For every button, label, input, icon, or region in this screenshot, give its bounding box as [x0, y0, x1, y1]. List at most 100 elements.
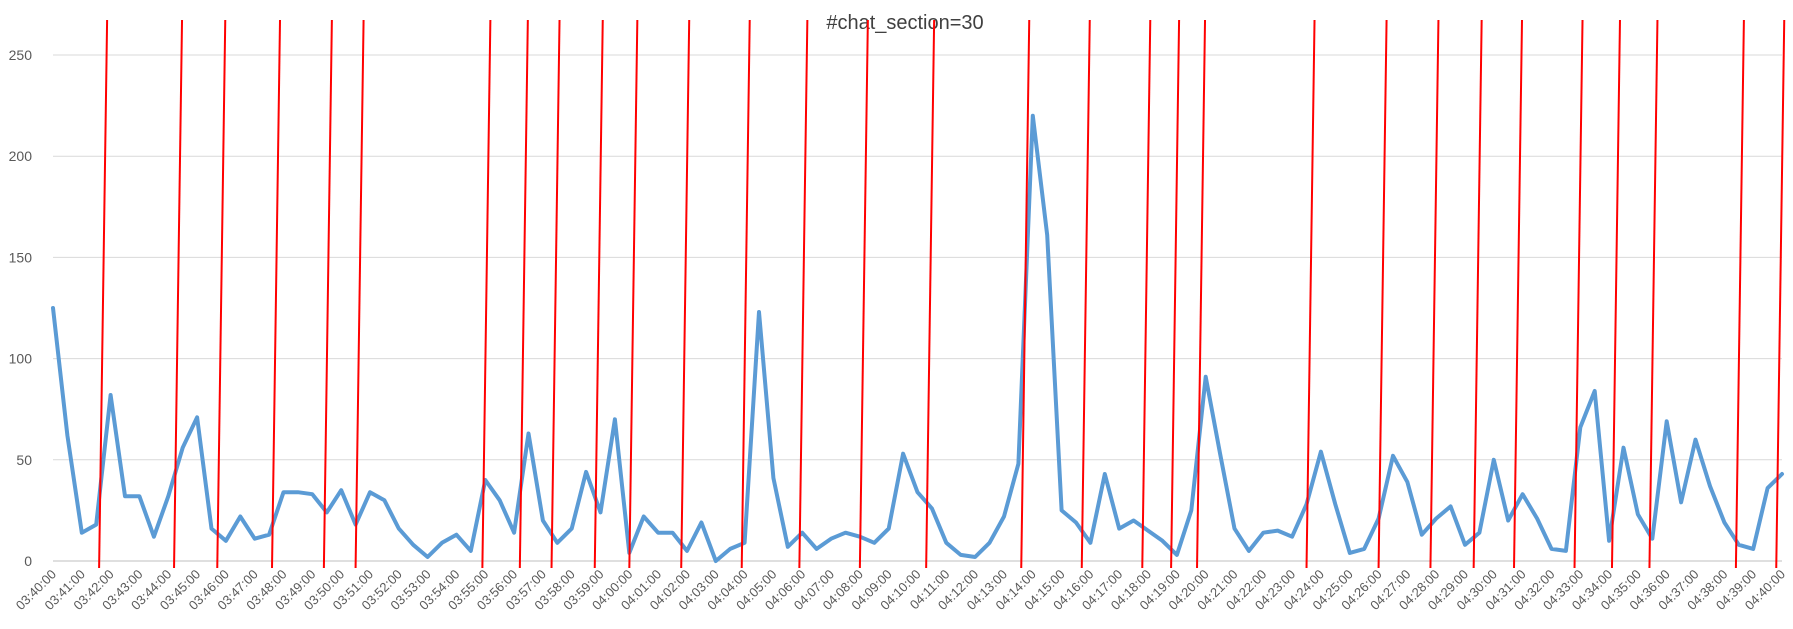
- data-point: [224, 539, 228, 543]
- vertical-marker: [628, 19, 639, 569]
- data-point: [1578, 425, 1582, 429]
- data-point: [613, 417, 617, 421]
- vertical-marker: [1775, 19, 1786, 569]
- vertical-marker: [1305, 19, 1316, 569]
- data-point: [1477, 531, 1481, 535]
- data-point: [282, 490, 286, 494]
- data-point: [1031, 114, 1035, 118]
- data-point: [771, 476, 775, 480]
- data-point: [209, 527, 213, 531]
- data-point: [426, 555, 430, 559]
- data-point: [555, 541, 559, 545]
- data-point: [829, 537, 833, 541]
- data-point: [1146, 529, 1150, 533]
- grid-lines: [53, 54, 1782, 461]
- data-point: [1463, 543, 1467, 547]
- data-point: [469, 549, 473, 553]
- data-point: [757, 310, 761, 314]
- vertical-marker: [1610, 19, 1621, 569]
- y-tick-label-100: 100: [9, 351, 33, 367]
- data-point: [728, 547, 732, 551]
- data-point: [1160, 539, 1164, 543]
- data-point: [512, 531, 516, 535]
- data-point: [887, 527, 891, 531]
- data-point: [1045, 233, 1049, 237]
- data-point: [1362, 547, 1366, 551]
- data-point: [671, 531, 675, 535]
- data-point: [1650, 537, 1654, 541]
- data-point: [1751, 547, 1755, 551]
- data-point: [872, 541, 876, 545]
- data-point: [526, 431, 530, 435]
- data-point: [498, 498, 502, 502]
- data-point: [152, 535, 156, 539]
- data-point: [166, 494, 170, 498]
- data-point: [51, 306, 55, 310]
- vertical-marker: [216, 19, 227, 569]
- data-point: [1593, 389, 1597, 393]
- data-point: [743, 541, 747, 545]
- vertical-marker: [1377, 19, 1388, 569]
- data-point: [1132, 519, 1136, 523]
- data-point: [253, 537, 257, 541]
- data-point: [988, 541, 992, 545]
- data-point: [1175, 553, 1179, 557]
- data-point: [1232, 527, 1236, 531]
- vertical-marker: [271, 19, 282, 569]
- data-point: [339, 488, 343, 492]
- data-point: [1420, 533, 1424, 537]
- data-point: [1290, 535, 1294, 539]
- y-tick-label-50: 50: [16, 452, 32, 468]
- data-point: [786, 545, 790, 549]
- data-point: [1218, 452, 1222, 456]
- data-point: [1607, 539, 1611, 543]
- data-point: [1391, 454, 1395, 458]
- data-point: [1333, 502, 1337, 506]
- data-point: [1622, 446, 1626, 450]
- vertical-marker: [680, 19, 691, 569]
- data-point: [1449, 504, 1453, 508]
- data-point: [1636, 512, 1640, 516]
- data-point: [1405, 480, 1409, 484]
- data-point: [238, 514, 242, 518]
- vertical-marker: [481, 19, 492, 569]
- vertical-markers: [98, 19, 1786, 569]
- data-point: [1204, 375, 1208, 379]
- data-point: [137, 494, 141, 498]
- series-layer: [51, 113, 1784, 563]
- y-tick-label-200: 200: [9, 148, 33, 164]
- data-point: [1564, 549, 1568, 553]
- vertical-marker: [1080, 19, 1091, 569]
- data-point: [1708, 484, 1712, 488]
- vertical-marker: [322, 19, 333, 569]
- y-axis-ticks: 0 50 100 150 200 250: [9, 47, 33, 569]
- data-point: [973, 555, 977, 559]
- data-point: [1103, 472, 1107, 476]
- vertical-marker: [354, 19, 365, 569]
- data-point: [1261, 531, 1265, 535]
- data-point: [944, 541, 948, 545]
- data-point: [397, 527, 401, 531]
- y-tick-label-150: 150: [9, 249, 33, 265]
- data-point: [1319, 450, 1323, 454]
- data-point: [94, 523, 98, 527]
- data-point: [440, 541, 444, 545]
- vertical-marker: [518, 19, 529, 569]
- vertical-marker: [173, 19, 184, 569]
- data-point: [1665, 419, 1669, 423]
- data-point: [1074, 521, 1078, 525]
- vertical-marker: [1170, 19, 1181, 569]
- data-point: [368, 490, 372, 494]
- data-point: [541, 519, 545, 523]
- data-point: [599, 510, 603, 514]
- data-point: [1492, 458, 1496, 462]
- data-point: [1506, 519, 1510, 523]
- data-point: [656, 531, 660, 535]
- data-point: [1002, 514, 1006, 518]
- vertical-marker: [1020, 19, 1031, 569]
- data-point: [1737, 543, 1741, 547]
- data-point: [1189, 508, 1193, 512]
- data-point: [1117, 527, 1121, 531]
- data-point: [325, 510, 329, 514]
